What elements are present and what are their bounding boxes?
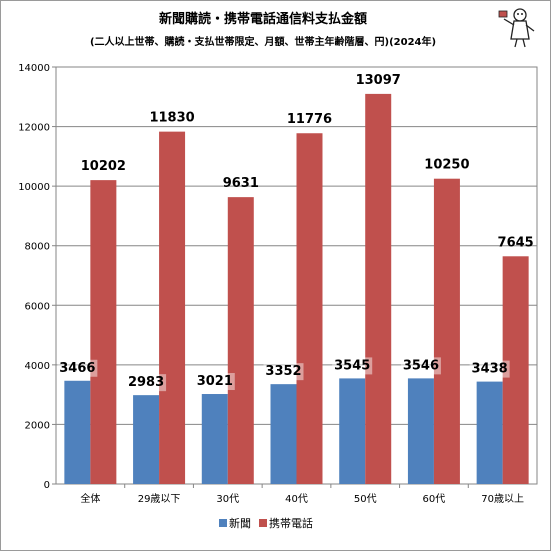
x-tick-label: 全体 [80, 492, 100, 505]
y-tick-label: 10000 [18, 182, 50, 193]
y-tick-label: 6000 [25, 301, 50, 312]
data-label-background [126, 374, 167, 392]
bar-newspaper [64, 380, 91, 484]
bar-mobile [296, 133, 323, 485]
legend-swatch [259, 519, 267, 527]
data-label: 3021 [197, 374, 233, 389]
data-label: 3466 [59, 361, 95, 376]
data-label: 13097 [356, 73, 401, 88]
x-tick-label: 50代 [354, 493, 377, 505]
data-label: 10250 [424, 158, 469, 173]
x-tick-label: 29歳以下 [138, 493, 181, 505]
y-tick-label: 14000 [18, 63, 50, 74]
bar-newspaper [270, 384, 297, 484]
data-label-background [332, 357, 373, 375]
data-label: 3545 [334, 358, 370, 373]
chart-title: 新聞購読・携帯電話通信料支払金額 [159, 11, 367, 27]
bar-newspaper [407, 378, 434, 484]
x-tick-label: 60代 [423, 493, 446, 505]
data-label: 9631 [223, 176, 259, 191]
bar-mobile [159, 131, 186, 484]
bar-mobile [433, 178, 460, 485]
x-tick-label: 70歳以上 [481, 493, 524, 505]
y-tick-label: 8000 [25, 242, 50, 253]
legend-label: 新聞 [229, 516, 251, 530]
x-tick-label: 40代 [285, 493, 308, 505]
data-label: 10202 [81, 159, 126, 174]
legend: 新聞 携帯電話 [219, 516, 313, 530]
mascot-illustration [498, 8, 535, 48]
bar-newspaper [476, 381, 503, 484]
bar-newspaper [133, 395, 160, 484]
bar-mobile [502, 256, 529, 484]
chart-subtitle: (二人以上世帯、購読・支払世帯限定、月額、世帯主年齢階層、円)(2024年) [90, 35, 436, 48]
data-label: 3546 [403, 358, 439, 373]
plot-area: 0 2000 4000 6000 8000 10000 12000 14000 全体 29歳以下 3… [18, 63, 538, 505]
y-tick-label: 0 [44, 480, 50, 491]
data-label: 11830 [149, 111, 194, 126]
data-label-background [194, 373, 235, 391]
data-label: 11776 [287, 112, 332, 127]
data-label: 7645 [498, 235, 534, 250]
legend-swatch [219, 519, 227, 527]
data-label: 3438 [472, 362, 508, 377]
x-tick-label: 30代 [216, 493, 239, 505]
bar-mobile [227, 197, 254, 484]
legend-label: 携帯電話 [269, 516, 313, 530]
data-label-background [469, 360, 510, 378]
data-label-background [263, 363, 304, 381]
bar-newspaper [339, 378, 366, 484]
data-label-background [57, 359, 98, 377]
bar-mobile [365, 93, 392, 485]
bar-newspaper [201, 394, 228, 484]
data-label-background [400, 357, 441, 375]
data-label: 3352 [265, 364, 301, 379]
y-tick-label: 4000 [25, 361, 50, 372]
data-label: 2983 [128, 375, 164, 390]
y-tick-label: 2000 [25, 420, 50, 431]
bar-mobile [90, 180, 117, 484]
y-tick-label: 12000 [18, 123, 50, 134]
